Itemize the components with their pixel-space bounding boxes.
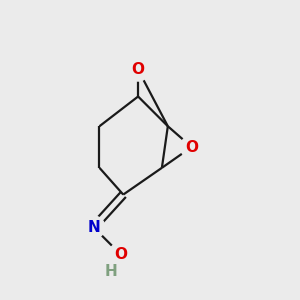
Circle shape [82, 216, 105, 239]
Text: H: H [105, 264, 118, 279]
Circle shape [100, 261, 123, 283]
Text: O: O [132, 62, 145, 77]
Circle shape [180, 136, 203, 158]
Text: O: O [114, 247, 127, 262]
Circle shape [127, 58, 149, 81]
Text: N: N [87, 220, 100, 235]
Text: O: O [185, 140, 198, 154]
Circle shape [109, 243, 132, 265]
